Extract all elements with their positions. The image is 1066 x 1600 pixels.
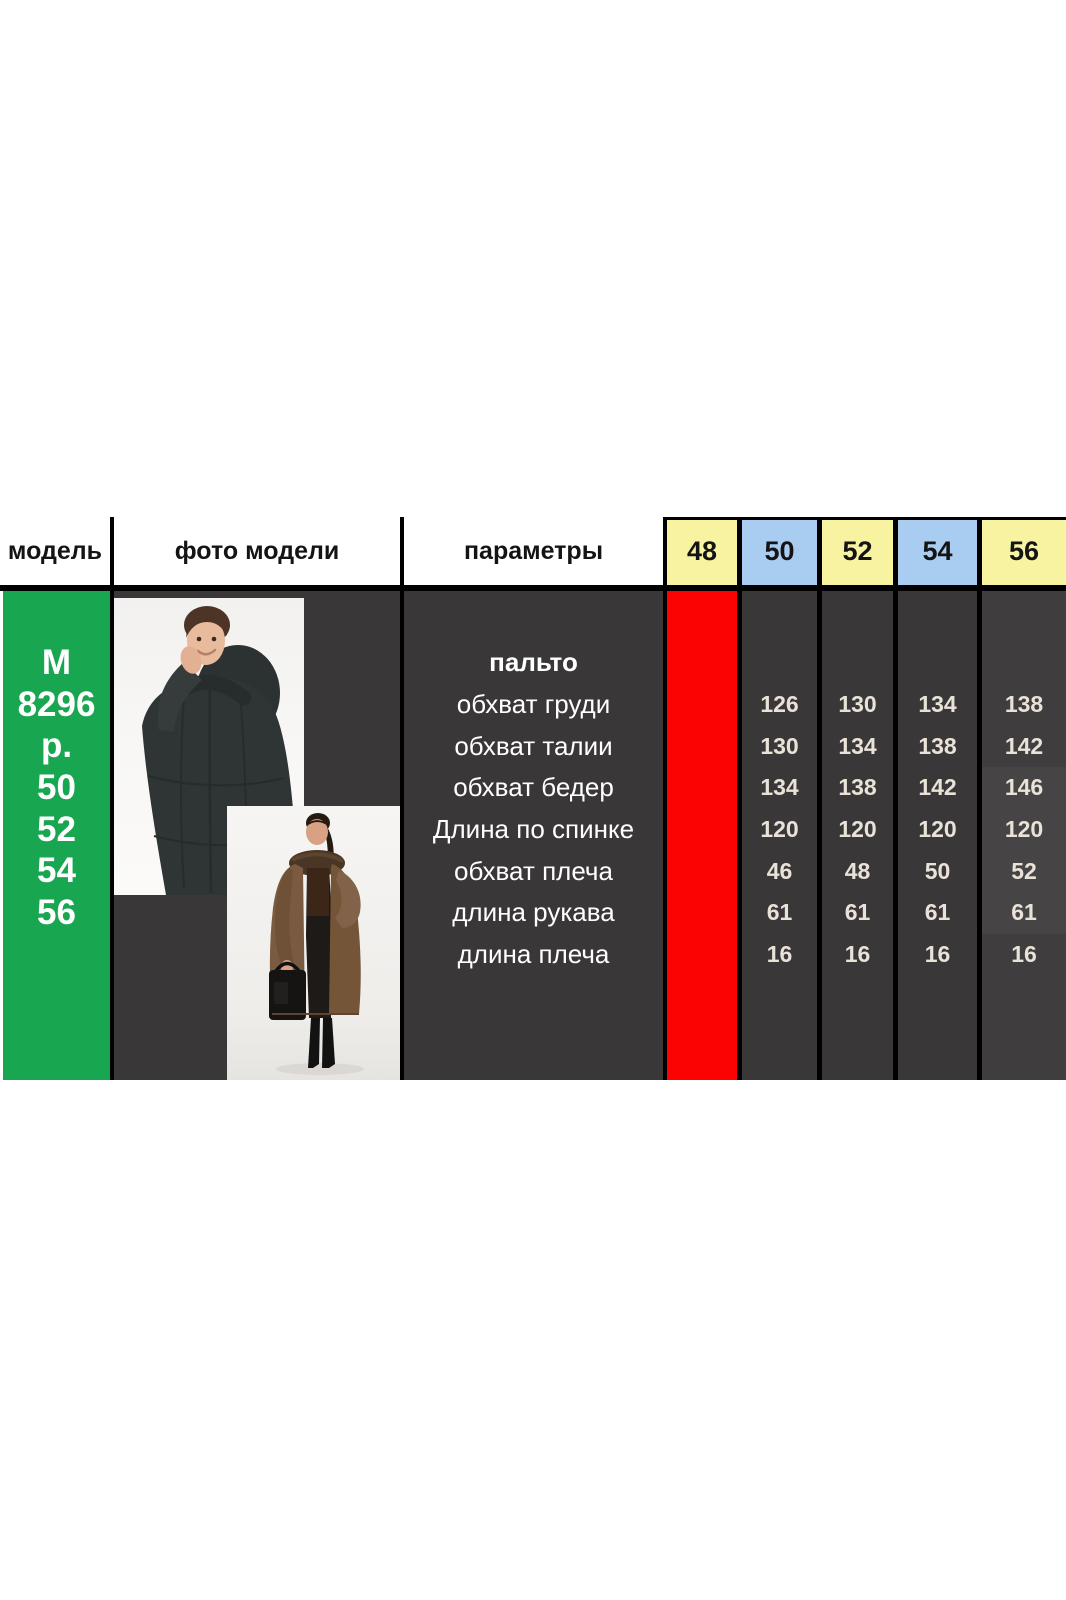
size-header-50: 50 (742, 517, 817, 585)
size-value: 126 (760, 691, 799, 718)
param-rows: пальто обхват груди обхват талии обхват … (404, 642, 663, 976)
param-label-waist: обхват талии (454, 730, 613, 761)
grid-border (977, 517, 982, 1080)
header-cell-model: модель (0, 517, 110, 585)
size-value: 134 (838, 732, 877, 759)
grid-border (663, 517, 667, 1080)
size-value: 16 (844, 941, 871, 968)
size-value: 120 (982, 808, 1066, 851)
size-value: 130 (838, 691, 877, 718)
size-value: 61 (766, 899, 793, 926)
header-cell-params: параметры (404, 517, 663, 585)
size-value: 138 (918, 732, 957, 759)
model-line: М (41, 642, 72, 682)
model-size: 50 (37, 767, 76, 807)
param-label-hips: обхват бедер (453, 772, 614, 803)
size-column-56: 138 142 146 120 52 61 16 (982, 591, 1066, 1080)
model-photo-full-length (227, 806, 400, 1080)
grid-border (400, 517, 404, 1080)
param-label-chest: обхват груди (456, 689, 611, 720)
param-label-arm-girth: обхват плеча (454, 855, 613, 886)
size-header-52: 52 (822, 517, 893, 585)
size-value (742, 642, 817, 684)
size-value: 120 (760, 816, 799, 843)
grid-border (893, 517, 898, 1080)
size-value: 46 (766, 857, 793, 884)
param-label-back-length: Длина по спинке (432, 814, 635, 845)
size-value (822, 642, 893, 684)
model-line: р. (40, 726, 73, 766)
param-label-sleeve-length: длина рукава (452, 897, 615, 928)
grid-border (737, 517, 742, 1080)
size-header-56: 56 (982, 517, 1066, 585)
size-column-48-soldout (667, 591, 737, 1080)
size-value: 61 (982, 892, 1066, 934)
param-label-item: пальто (489, 647, 578, 678)
size-column-52: 130 134 138 120 48 61 16 (822, 591, 893, 1080)
size-value: 130 (760, 732, 799, 759)
size-header-48: 48 (667, 517, 737, 585)
size-header-54: 54 (898, 517, 977, 585)
size-value: 16 (1011, 941, 1037, 968)
model-info-cell: М 8296 р. 50 52 54 56 (3, 591, 110, 1080)
size-value: 138 (1004, 691, 1044, 718)
size-value: 120 (918, 816, 957, 843)
photo-column (114, 591, 400, 1080)
model-size: 54 (37, 851, 76, 891)
size-value: 142 (1004, 732, 1044, 759)
size-value: 142 (918, 774, 957, 801)
header-cell-photo: фото модели (114, 517, 400, 585)
param-label-shoulder-length: длина плеча (457, 939, 610, 970)
size-value (982, 642, 1066, 684)
size-value: 134 (760, 774, 799, 801)
size-value: 16 (924, 941, 951, 968)
size-value: 16 (766, 941, 793, 968)
size-value (898, 642, 977, 684)
size-value: 50 (924, 857, 951, 884)
model-info-lines: М 8296 р. 50 52 54 56 (3, 642, 110, 934)
size-value: 61 (844, 899, 871, 926)
size-table: модель фото модели параметры 48 50 52 54… (0, 517, 1066, 1080)
header-top-border (663, 517, 1066, 520)
model-size: 52 (37, 809, 76, 849)
size-value: 146 (982, 767, 1066, 809)
size-column-50: 126 130 134 120 46 61 16 (742, 591, 817, 1080)
size-value: 52 (982, 850, 1066, 893)
header-bottom-border (0, 585, 1066, 591)
model-code: 8296 (17, 684, 96, 724)
params-column: пальто обхват груди обхват талии обхват … (404, 591, 663, 1080)
size-value: 134 (918, 691, 957, 718)
size-value: 61 (924, 899, 951, 926)
grid-border (110, 517, 114, 1080)
size-column-54: 134 138 142 120 50 61 16 (898, 591, 977, 1080)
model-photo-front (114, 598, 304, 895)
size-value: 48 (844, 857, 871, 884)
model-size: 56 (37, 892, 76, 932)
grid-border (817, 517, 822, 1080)
size-value: 138 (838, 774, 877, 801)
size-value: 120 (838, 816, 877, 843)
